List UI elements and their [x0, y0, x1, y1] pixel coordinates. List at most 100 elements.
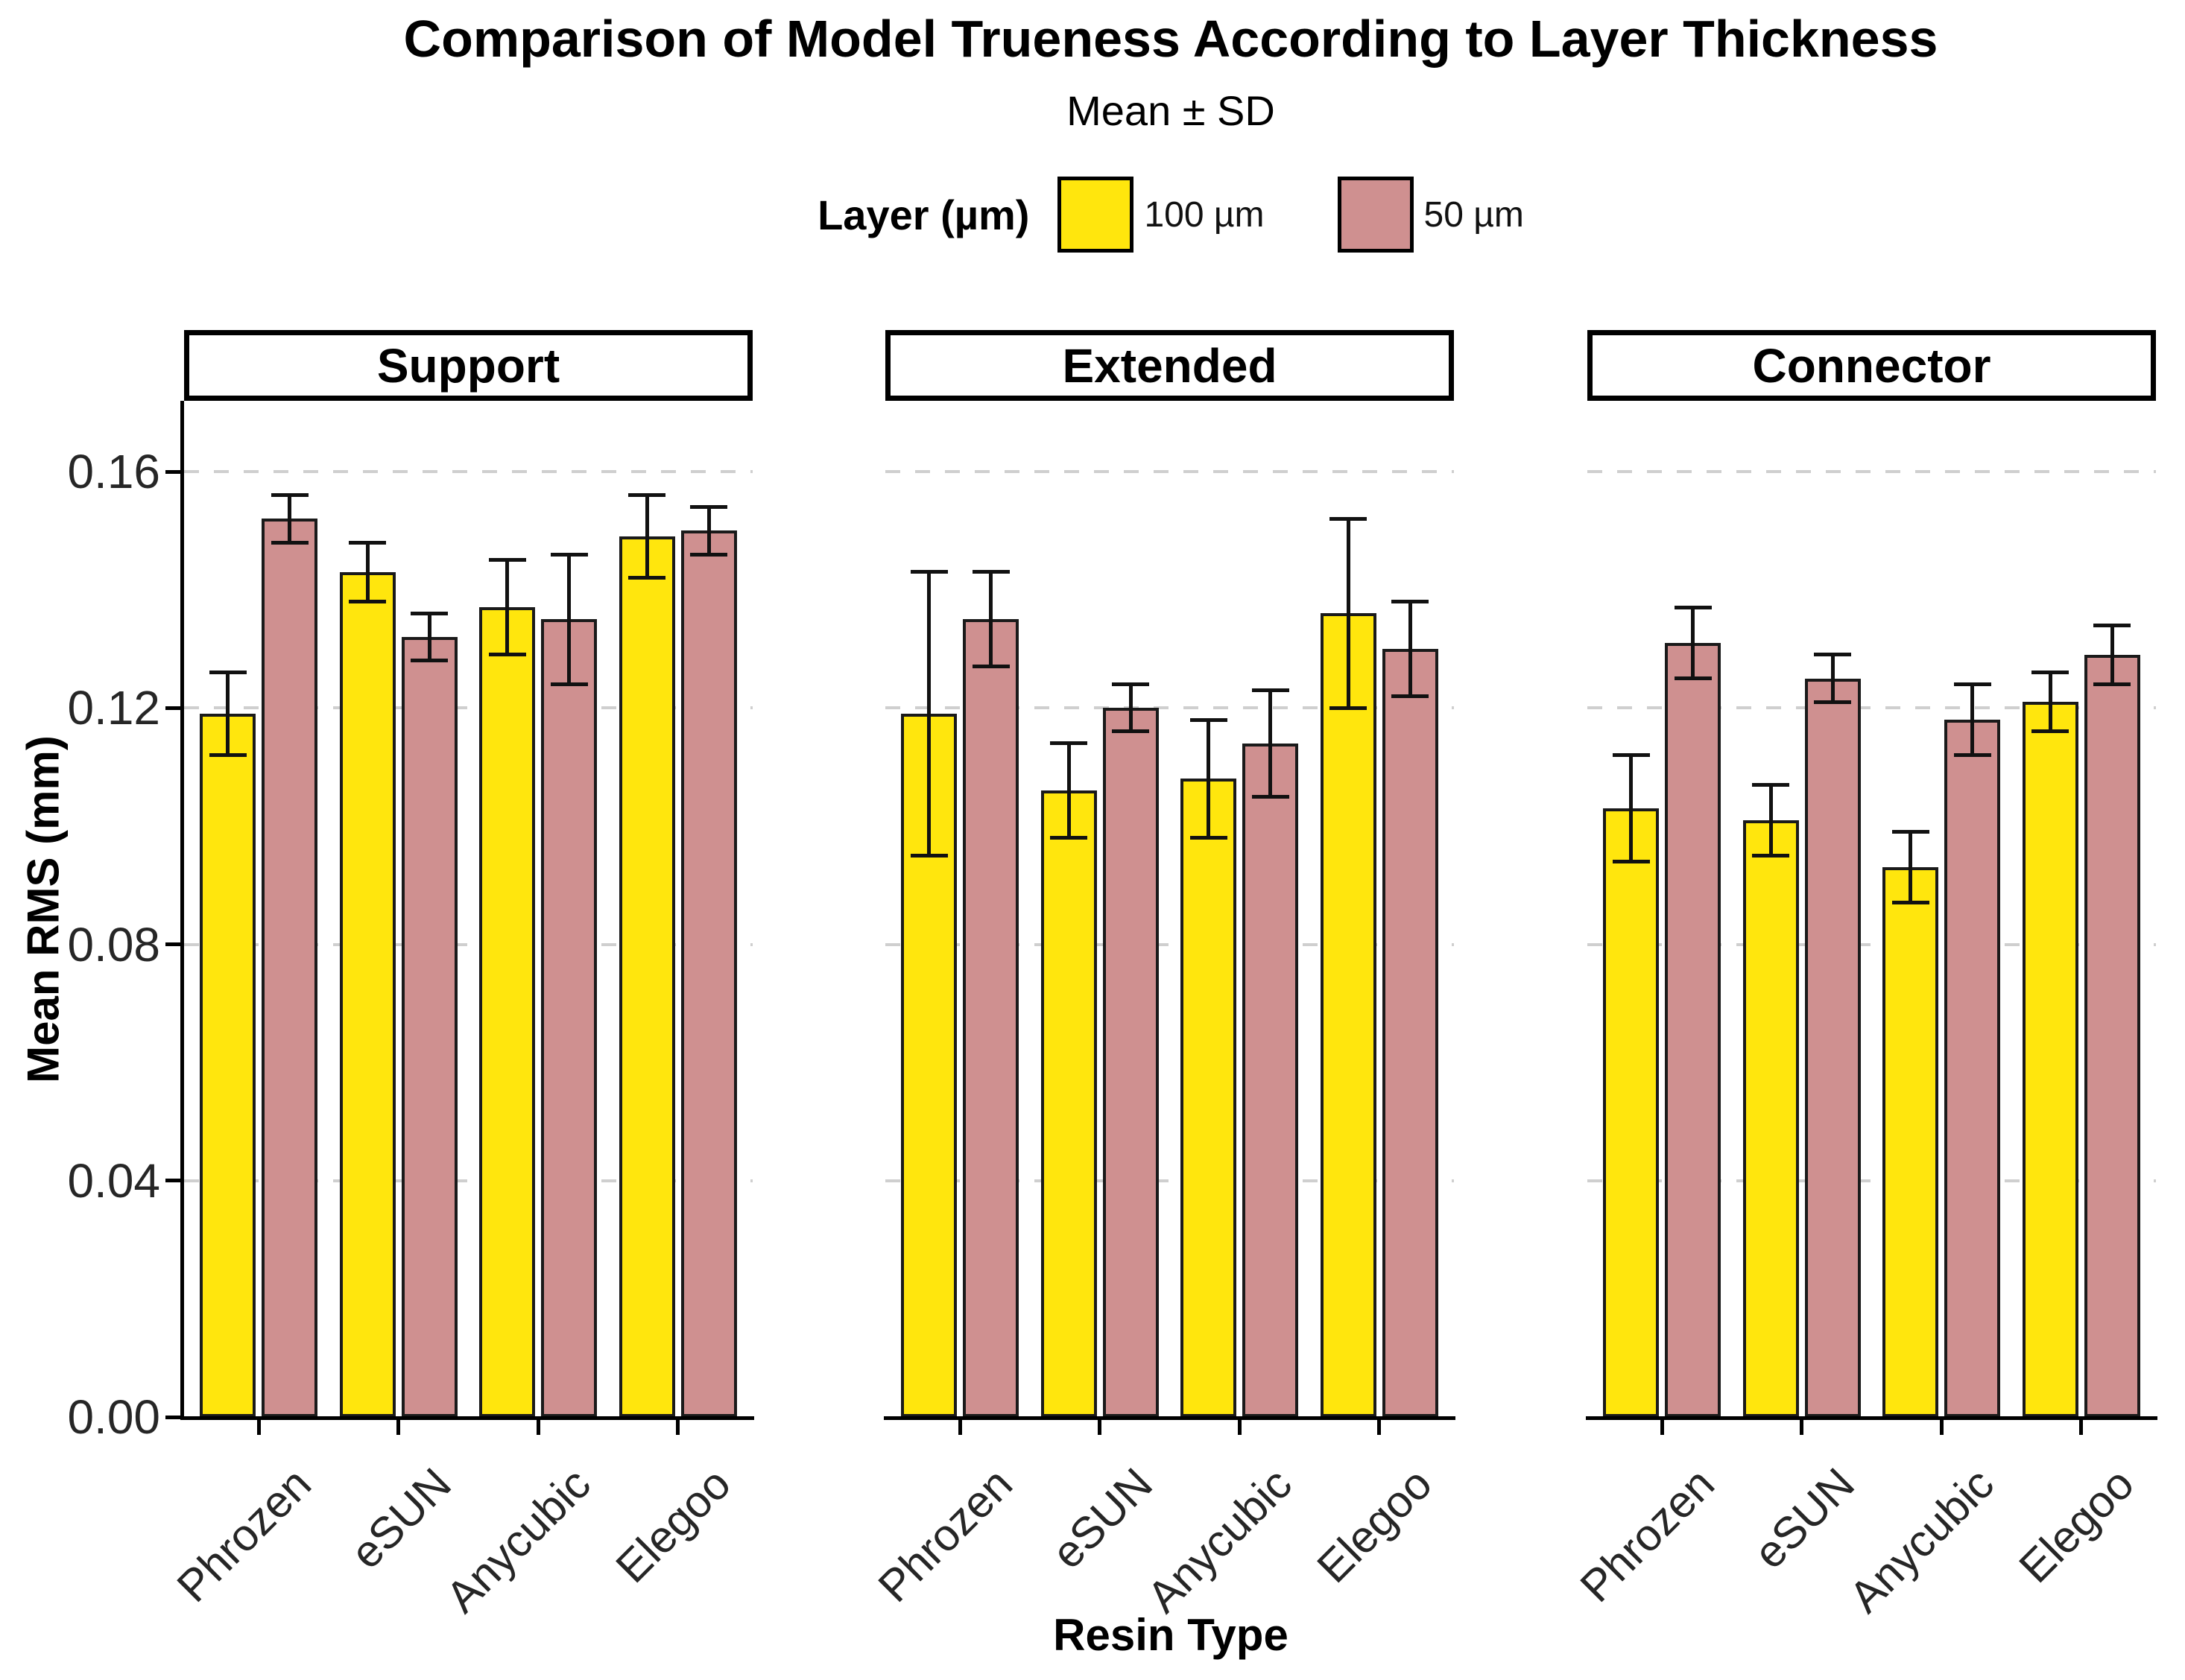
chart-subtitle: Mean ± SD	[1066, 87, 1275, 134]
y-tick-label: 0.00	[67, 1390, 160, 1444]
bar-extended-esun-100m	[1040, 790, 1097, 1417]
errbar-cap-top-extended-phrozen-100m	[910, 570, 948, 574]
gridline	[184, 942, 753, 946]
errbar-cap-top-connector-phrozen-100m	[1612, 753, 1650, 758]
x-axis-line-support	[183, 1416, 754, 1420]
errbar-line-connector-anycubic-50m	[1970, 684, 1975, 755]
gridline	[885, 1179, 1454, 1182]
x-tick-connector-esun	[1800, 1420, 1804, 1435]
bar-support-anycubic-100m	[479, 607, 536, 1417]
gridline	[184, 1179, 753, 1182]
errbar-cap-top-support-anycubic-50m	[550, 552, 588, 557]
errbar-line-extended-esun-100m	[1066, 743, 1071, 838]
bar-support-phrozen-100m	[200, 714, 256, 1417]
errbar-cap-bottom-extended-anycubic-50m	[1251, 794, 1289, 799]
bar-connector-esun-50m	[1804, 678, 1861, 1417]
errbar-line-support-elegoo-50m	[706, 507, 711, 555]
bar-connector-anycubic-100m	[1882, 867, 1939, 1417]
legend-label-100um: 100 µm	[1144, 194, 1265, 235]
errbar-cap-bottom-connector-elegoo-100m	[2031, 729, 2069, 734]
bar-extended-elegoo-50m	[1382, 648, 1438, 1417]
bar-support-elegoo-50m	[680, 530, 737, 1417]
bar-connector-elegoo-50m	[2084, 654, 2140, 1417]
errbar-cap-bottom-extended-elegoo-50m	[1391, 694, 1429, 698]
y-tick-label: 0.12	[67, 681, 160, 735]
y-tick	[165, 469, 180, 474]
errbar-line-extended-phrozen-50m	[989, 571, 993, 667]
bar-connector-phrozen-100m	[1603, 808, 1659, 1417]
errbar-line-connector-elegoo-50m	[2110, 625, 2114, 685]
y-axis-line	[180, 401, 184, 1420]
y-tick-label: 0.08	[67, 917, 160, 971]
x-tick-support-phrozen	[256, 1420, 261, 1435]
errbar-cap-bottom-support-phrozen-50m	[271, 540, 309, 545]
gridline	[1587, 1179, 2156, 1182]
errbar-line-extended-anycubic-50m	[1268, 690, 1273, 797]
y-tick	[165, 942, 180, 946]
errbar-line-extended-phrozen-100m	[927, 571, 931, 856]
errbar-line-connector-esun-50m	[1830, 654, 1835, 703]
errbar-line-support-elegoo-100m	[645, 495, 649, 578]
bar-support-phrozen-50m	[262, 519, 317, 1417]
errbar-cap-bottom-extended-esun-50m	[1112, 729, 1150, 734]
errbar-cap-bottom-extended-phrozen-100m	[910, 854, 948, 858]
bar-support-elegoo-100m	[619, 536, 675, 1417]
facet-header-connector: Connector	[1587, 330, 2156, 401]
gridline	[885, 706, 1454, 710]
x-tick-connector-elegoo	[2079, 1420, 2084, 1435]
bar-extended-elegoo-100m	[1320, 613, 1376, 1417]
errbar-line-connector-anycubic-100m	[1909, 831, 1913, 903]
facet-header-extended: Extended	[885, 330, 1454, 401]
errbar-cap-top-extended-phrozen-50m	[972, 570, 1010, 574]
bar-support-esun-50m	[401, 637, 458, 1417]
x-tick-extended-phrozen	[958, 1420, 962, 1435]
gridline	[885, 470, 1454, 473]
bar-extended-anycubic-50m	[1242, 743, 1299, 1417]
gridline	[184, 470, 753, 473]
x-axis-line-extended	[884, 1416, 1455, 1420]
errbar-cap-bottom-connector-anycubic-50m	[1953, 753, 1991, 758]
errbar-cap-top-extended-esun-50m	[1112, 682, 1150, 687]
errbar-cap-bottom-connector-esun-50m	[1814, 700, 1852, 704]
errbar-cap-bottom-extended-elegoo-100m	[1329, 706, 1367, 710]
errbar-line-connector-esun-100m	[1768, 784, 1773, 856]
errbar-line-support-phrozen-100m	[226, 672, 230, 755]
errbar-line-support-esun-50m	[427, 613, 431, 661]
y-axis-title: Mean RMS (mm)	[18, 735, 69, 1083]
errbar-line-support-phrozen-50m	[288, 495, 291, 543]
errbar-cap-top-connector-elegoo-100m	[2031, 671, 2069, 675]
errbar-line-extended-elegoo-50m	[1408, 601, 1412, 697]
bar-extended-phrozen-50m	[963, 619, 1019, 1417]
errbar-cap-top-support-anycubic-100m	[488, 558, 526, 562]
errbar-cap-top-extended-anycubic-50m	[1251, 688, 1289, 692]
legend-swatch-50um	[1337, 177, 1414, 253]
errbar-cap-top-support-esun-50m	[411, 611, 449, 615]
errbar-cap-top-support-phrozen-100m	[209, 671, 247, 675]
gridline	[184, 706, 753, 710]
errbar-cap-top-support-phrozen-50m	[271, 493, 309, 498]
errbar-cap-top-support-elegoo-100m	[628, 493, 666, 498]
errbar-line-extended-esun-50m	[1128, 684, 1133, 732]
errbar-cap-bottom-support-anycubic-100m	[488, 653, 526, 657]
y-tick	[165, 1415, 180, 1419]
x-tick-connector-phrozen	[1660, 1420, 1664, 1435]
errbar-cap-bottom-support-elegoo-50m	[690, 552, 728, 557]
errbar-cap-bottom-support-esun-50m	[411, 659, 449, 663]
errbar-line-connector-phrozen-50m	[1691, 607, 1695, 679]
x-tick-extended-elegoo	[1377, 1420, 1382, 1435]
x-axis-line-connector	[1586, 1416, 2157, 1420]
errbar-cap-bottom-extended-phrozen-50m	[972, 665, 1010, 669]
errbar-cap-bottom-connector-anycubic-100m	[1891, 901, 1929, 905]
x-tick-support-esun	[396, 1420, 401, 1435]
errbar-cap-top-extended-anycubic-100m	[1189, 717, 1227, 722]
gridline	[1587, 706, 2156, 710]
errbar-cap-bottom-extended-anycubic-100m	[1189, 836, 1227, 840]
errbar-line-extended-elegoo-100m	[1346, 519, 1350, 709]
chart-title: Comparison of Model Trueness According t…	[403, 10, 1938, 68]
legend-label-50um: 50 µm	[1423, 194, 1524, 235]
bar-extended-anycubic-100m	[1180, 779, 1237, 1417]
bar-support-anycubic-50m	[541, 619, 598, 1417]
legend: Layer (µm) 100 µm 50 µm	[156, 177, 2185, 253]
x-tick-support-anycubic	[536, 1420, 540, 1435]
y-tick-label: 0.16	[67, 445, 160, 498]
